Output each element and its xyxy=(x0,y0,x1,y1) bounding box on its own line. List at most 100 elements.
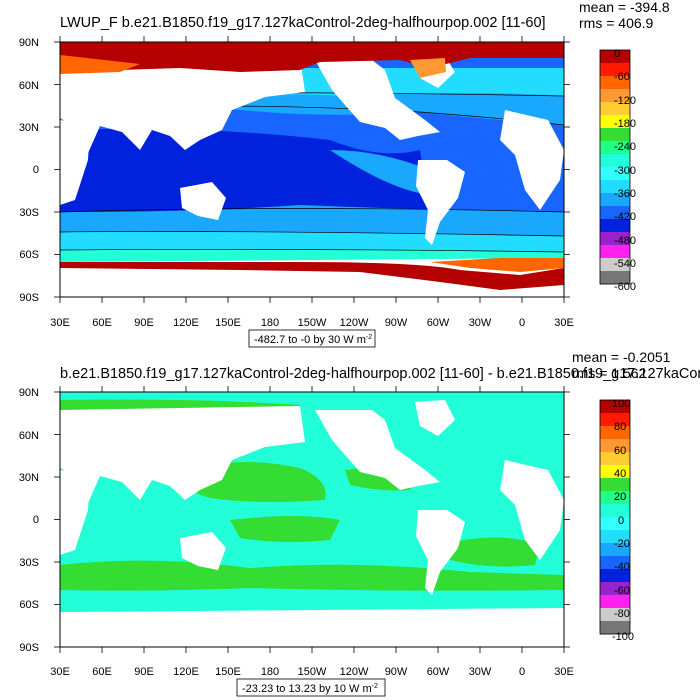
colorbar-swatch xyxy=(600,76,630,90)
lon-label: 60E xyxy=(92,666,112,678)
colorbar-swatch xyxy=(600,128,630,142)
colorbar-swatch xyxy=(600,569,630,583)
colorbar-swatch xyxy=(600,102,630,116)
colorbar-label: -20 xyxy=(614,538,630,550)
lon-label: 180 xyxy=(261,666,279,678)
panel-top: LWUP_F b.e21.B1850.f19_g17.127kaControl-… xyxy=(19,0,670,348)
lon-label: 120W xyxy=(340,317,369,329)
colorbar xyxy=(599,49,631,285)
colorbar-swatch xyxy=(600,271,630,285)
units-exponent: -2 xyxy=(372,683,378,690)
colorbar-swatch xyxy=(600,439,630,453)
lon-label: 60E xyxy=(92,317,112,329)
colorbar-swatch xyxy=(600,556,630,570)
colorbar-swatch xyxy=(600,50,630,64)
lat-label: 90N xyxy=(19,387,39,399)
colorbar-swatch xyxy=(600,608,630,622)
colorbar-swatch xyxy=(600,154,630,168)
contour-line xyxy=(60,231,564,237)
colorbar-label: -600 xyxy=(614,281,636,293)
lat-label: 30S xyxy=(19,557,39,569)
lat-label: 30N xyxy=(19,122,39,134)
colorbar-swatch xyxy=(600,491,630,505)
axis-ticks xyxy=(54,36,570,303)
units-text: W m xyxy=(343,334,366,346)
lon-label: 30E xyxy=(50,666,70,678)
lon-axis-bottom: 30E 60E 90E 120E 150E 180 150W 120W 90W … xyxy=(50,666,574,678)
colorbar-label: 0 xyxy=(618,515,624,527)
lon-label: 120E xyxy=(173,317,199,329)
land-south-america xyxy=(416,160,465,245)
colorbar-label: 80 xyxy=(614,421,626,433)
lon-label: 120E xyxy=(173,666,199,678)
colorbar xyxy=(599,399,631,635)
units-text: W m xyxy=(349,683,372,695)
arctic-orange xyxy=(60,55,140,74)
lat-label: 30N xyxy=(19,472,39,484)
lon-label: 0 xyxy=(519,666,525,678)
lon-label: 30E xyxy=(554,317,574,329)
lon-label: 30W xyxy=(469,666,492,678)
lat-label: 60S xyxy=(19,599,39,611)
colorbar-label: -180 xyxy=(614,118,636,130)
axis-ticks xyxy=(54,386,570,653)
colorbar-label: -100 xyxy=(612,631,634,643)
lon-label: 60W xyxy=(427,317,450,329)
colorbar-swatch xyxy=(600,219,630,233)
map-plot xyxy=(60,392,564,647)
colorbar-label: -300 xyxy=(614,165,636,177)
colorbar-swatch xyxy=(600,63,630,77)
colorbar-swatch xyxy=(600,413,630,427)
colorbar-swatch xyxy=(600,517,630,531)
contour-info-box: -482.7 to -0 by 30 W m-2 xyxy=(248,329,376,348)
contour-info-text: -23.23 to 13.23 by 10 xyxy=(242,683,346,695)
arctic-yellow xyxy=(410,58,446,78)
stat-mean: mean = -0.2051 xyxy=(572,349,671,365)
ocean-band-east-pacific xyxy=(330,150,430,195)
lon-label: 150E xyxy=(215,666,241,678)
lon-label: 150W xyxy=(298,317,327,329)
stat-mean: mean = -394.8 xyxy=(579,0,670,15)
colorbar-swatch xyxy=(600,543,630,557)
colorbar-label: 20 xyxy=(614,491,626,503)
colorbar-swatch xyxy=(600,530,630,544)
contour-line xyxy=(60,208,564,213)
colorbar-swatch xyxy=(600,478,630,492)
colorbar-label: -60 xyxy=(614,585,630,597)
land-eurasia xyxy=(60,58,305,160)
colorbar-swatch xyxy=(600,89,630,103)
lat-label: 60N xyxy=(19,80,39,92)
colorbar-label: 0 xyxy=(614,48,620,60)
colorbar-swatch xyxy=(600,180,630,194)
colorbar-swatch xyxy=(600,465,630,479)
positive-patch xyxy=(60,560,564,591)
panel-title: b.e21.B1850.f19_g17.127kaControl-2deg-ha… xyxy=(60,366,700,382)
lon-label: 90W xyxy=(385,666,408,678)
lat-axis-left: 90N 60N 30N 0 30S 60S 90S xyxy=(19,37,39,304)
lon-label: 90E xyxy=(134,317,154,329)
colorbar-label: 100 xyxy=(612,398,630,410)
positive-patch xyxy=(440,537,540,567)
colorbar-swatch xyxy=(600,504,630,518)
land-north-america xyxy=(315,410,440,490)
colorbar-label: -80 xyxy=(614,608,630,620)
land-australia xyxy=(180,532,226,570)
colorbar-label: 60 xyxy=(614,445,626,457)
colorbar-swatch xyxy=(600,206,630,220)
contour-line xyxy=(60,248,564,253)
lat-label: 30S xyxy=(19,207,39,219)
colorbar-swatch xyxy=(600,258,630,272)
land-antarctica xyxy=(60,608,564,647)
lat-label: 0 xyxy=(33,164,39,176)
land-africa-east xyxy=(500,460,564,560)
svg-text:-23.23 to 13.23 by 10 W m-2: -23.23 to 13.23 by 10 W m-2 xyxy=(242,683,378,695)
lon-label: 120W xyxy=(340,666,369,678)
colorbar-frame xyxy=(599,399,631,635)
lon-axis-bottom: 30E 60E 90E 120E 150E 180 150W 120W 90W … xyxy=(50,317,574,329)
lon-label: 30E xyxy=(554,666,574,678)
colorbar-swatch xyxy=(600,595,630,609)
lon-label: 150W xyxy=(298,666,327,678)
colorbar-labels: 100 80 60 40 20 0 -20 -40 -60 -80 -100 xyxy=(612,398,634,643)
land-south-america xyxy=(416,510,465,595)
stat-rms: rms = 1.562 xyxy=(572,365,647,381)
